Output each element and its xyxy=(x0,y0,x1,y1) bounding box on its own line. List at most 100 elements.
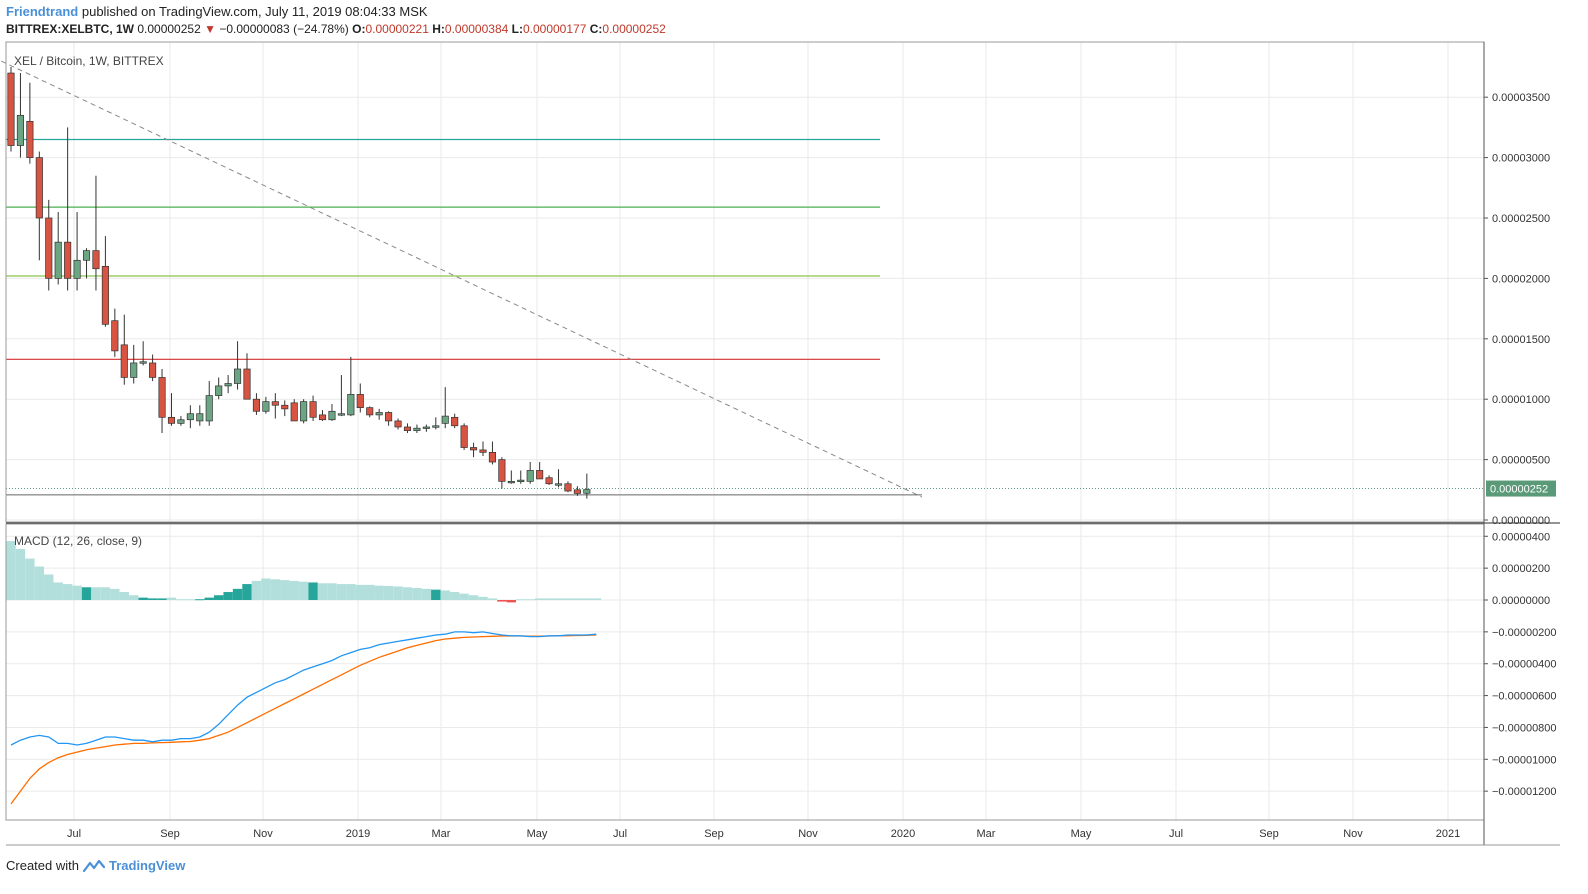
candle-body xyxy=(403,426,412,431)
macd-histogram-bar xyxy=(459,593,469,600)
macd-histogram-bar xyxy=(402,587,413,600)
current-price-tag-label: 0.00000252 xyxy=(1490,484,1548,496)
time-tick-label: Sep xyxy=(704,828,724,840)
time-tick-label: Nov xyxy=(253,828,273,840)
candle-body xyxy=(545,477,553,485)
candle-body xyxy=(158,377,166,418)
created-with-text: Created with xyxy=(6,858,79,873)
macd-histogram-bar xyxy=(289,580,299,600)
candle-body xyxy=(517,479,525,482)
candle-body xyxy=(290,402,298,422)
macd-histogram-bar xyxy=(204,597,214,600)
price-tick-label: 0.00003500 xyxy=(1492,92,1550,104)
downtrend-line xyxy=(1,60,923,498)
macd-histogram-bar xyxy=(317,583,328,600)
tradingview-logo-icon xyxy=(82,859,105,872)
candle-body xyxy=(262,401,270,412)
current-price-tag xyxy=(1486,480,1556,497)
macd-line xyxy=(10,631,597,746)
candle-body xyxy=(309,401,317,418)
macd-tick-label: 0.00000200 xyxy=(1492,563,1550,575)
horizontal-levels xyxy=(6,138,880,360)
macd-histogram-bar xyxy=(223,592,233,600)
candle-body xyxy=(26,121,34,158)
candle-body xyxy=(394,420,402,428)
candle-body xyxy=(101,265,109,325)
macd-histogram-bar xyxy=(591,598,601,600)
candle-body xyxy=(35,157,43,219)
price-tick-label: 0.00000500 xyxy=(1492,455,1550,467)
time-tick-label: May xyxy=(1071,828,1092,840)
macd-histogram-bar xyxy=(327,583,337,600)
macd-histogram-bar xyxy=(298,581,309,600)
candle-body xyxy=(45,217,53,279)
macd-histogram-bar xyxy=(365,584,375,600)
price-tick-label: 0.00002000 xyxy=(1492,273,1550,285)
last-price: 0.00000252 xyxy=(137,22,201,36)
symbol-label: BITTREX:XELBTC, 1W xyxy=(6,22,134,36)
candle-body xyxy=(130,362,138,378)
macd-histogram-bar xyxy=(534,598,545,600)
candle-body xyxy=(234,368,242,384)
candle-body xyxy=(243,368,251,400)
macd-histogram-bar xyxy=(393,586,403,600)
axes: 0.00003500 0.00003000 0.00002500 0.00002000… xyxy=(5,41,1560,846)
tradingview-brand[interactable]: TradingView xyxy=(108,858,186,873)
macd-tick-label: −0.00000800 xyxy=(1492,722,1557,734)
candle-body xyxy=(177,419,185,424)
candle-body xyxy=(271,401,279,406)
open-value: 0.00000221 xyxy=(365,22,429,36)
candle-body xyxy=(413,427,421,431)
candle-body xyxy=(215,385,223,396)
macd-histogram-bar xyxy=(261,578,271,600)
signal-line xyxy=(10,634,597,805)
macd-histogram-bar xyxy=(346,584,356,600)
candle-body xyxy=(54,241,62,279)
open-label: O: xyxy=(352,22,366,36)
candle-body xyxy=(385,412,393,422)
candle-body xyxy=(441,415,449,424)
macd-histogram-bar xyxy=(553,598,564,600)
macd-histogram-bar xyxy=(242,584,252,600)
close-value: 0.00000252 xyxy=(602,22,666,36)
candle-body xyxy=(318,414,327,421)
macd-histogram-bar xyxy=(53,582,63,600)
trend-lines xyxy=(1,60,1484,498)
macd-histogram-bar xyxy=(15,549,26,600)
author-name[interactable]: Friendtrand xyxy=(6,4,79,19)
time-tick-label: May xyxy=(527,828,548,840)
macd-histogram-bar xyxy=(44,574,54,600)
time-tick-label: Mar xyxy=(977,828,996,840)
candle-body xyxy=(507,480,515,484)
time-tick-label: Nov xyxy=(1343,828,1363,840)
time-tick-label: Jul xyxy=(1169,828,1183,840)
macd-histogram-bar xyxy=(25,558,35,600)
candle-body xyxy=(554,483,563,486)
macd-histogram-bar xyxy=(232,588,243,600)
macd-histogram-bar xyxy=(431,589,441,600)
price-tick-label: 0.00001500 xyxy=(1492,334,1550,346)
macd-histogram-bar xyxy=(6,541,16,600)
ohlc-info: BITTREX:XELBTC, 1W 0.00000252 ▼ −0.00000… xyxy=(6,22,666,36)
time-tick-label: Mar xyxy=(432,828,451,840)
candle-body xyxy=(252,398,260,412)
footer: Created with TradingView xyxy=(6,858,185,873)
candle-body xyxy=(328,410,336,421)
time-tick-label: Sep xyxy=(1259,828,1279,840)
macd-histogram-bar xyxy=(34,566,45,600)
close-label: C: xyxy=(589,22,603,36)
macd-histogram-bar xyxy=(129,595,139,600)
macd-tick-label: 0.00000400 xyxy=(1492,531,1550,543)
candle-body xyxy=(422,426,430,429)
candle-body xyxy=(564,483,572,492)
candle-body xyxy=(111,320,119,352)
macd-histogram-bar xyxy=(440,590,450,600)
macd-histogram-bar xyxy=(506,600,517,603)
candle-body xyxy=(498,459,506,482)
high-value: 0.00000384 xyxy=(444,22,509,36)
macd-histogram-bar xyxy=(213,595,224,600)
candle-body xyxy=(64,241,72,279)
change-value: −0.00000083 (−24.78%) xyxy=(219,22,349,36)
macd-histogram-bar xyxy=(308,582,318,600)
